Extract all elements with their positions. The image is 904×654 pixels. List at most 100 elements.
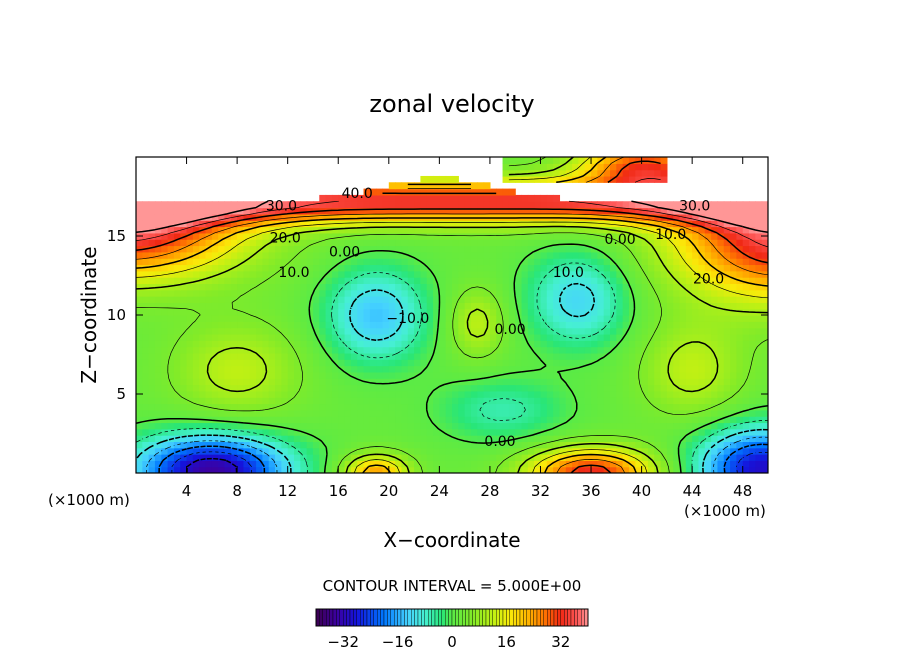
field-cell xyxy=(180,296,188,303)
field-cell xyxy=(357,359,365,367)
field-cell xyxy=(237,251,245,259)
field-cell xyxy=(382,466,390,473)
field-cell xyxy=(452,283,459,291)
field-cell xyxy=(622,466,630,473)
field-cell xyxy=(635,270,643,278)
field-cell xyxy=(666,245,674,253)
field-cell xyxy=(527,289,535,297)
field-cell xyxy=(186,403,194,411)
field-cell xyxy=(540,245,548,253)
field-cell xyxy=(445,371,453,379)
field-cell xyxy=(685,333,693,341)
colorbar-swatch xyxy=(468,608,473,627)
field-cell xyxy=(546,447,554,455)
field-cell xyxy=(673,226,681,234)
field-cell xyxy=(224,296,232,303)
field-cell xyxy=(660,403,668,411)
field-cell xyxy=(237,390,245,398)
field-cell xyxy=(331,397,339,405)
field-cell xyxy=(654,239,662,247)
field-cell xyxy=(136,201,143,209)
field-cell xyxy=(249,365,257,373)
field-cell xyxy=(679,441,687,449)
contour-label: 0.00 xyxy=(605,232,636,248)
field-cell xyxy=(698,277,706,284)
field-cell xyxy=(635,296,643,303)
field-cell xyxy=(692,226,700,234)
field-cell xyxy=(616,460,624,468)
field-cell xyxy=(489,188,497,196)
colorbar-swatch xyxy=(394,608,398,627)
field-cell xyxy=(730,378,737,386)
field-cell xyxy=(666,232,674,240)
field-cell xyxy=(420,428,428,436)
field-cell xyxy=(445,226,453,234)
field-cell xyxy=(142,359,150,367)
field-cell xyxy=(357,403,365,411)
field-cell xyxy=(256,340,263,348)
field-cell xyxy=(477,194,485,202)
field-cell xyxy=(458,201,466,209)
field-cell xyxy=(401,289,409,297)
field-cell xyxy=(331,435,339,442)
field-cell xyxy=(730,428,737,436)
field-cell xyxy=(654,315,662,322)
field-cell xyxy=(136,416,143,424)
field-cell xyxy=(199,308,207,316)
field-cell xyxy=(275,346,282,354)
field-cell xyxy=(622,378,630,386)
field-cell xyxy=(186,239,194,247)
field-cell xyxy=(268,327,276,335)
field-cell xyxy=(268,220,276,228)
field-cell xyxy=(755,245,763,253)
field-cell xyxy=(287,352,295,360)
field-cell xyxy=(742,454,750,461)
field-cell xyxy=(761,428,768,436)
field-cell xyxy=(692,390,700,398)
field-cell xyxy=(572,258,579,266)
field-cell xyxy=(148,365,156,373)
field-cell xyxy=(407,289,415,297)
field-cell xyxy=(483,296,491,303)
field-cell xyxy=(534,390,542,398)
field-cell xyxy=(445,416,453,424)
field-cell xyxy=(660,296,668,303)
field-cell xyxy=(692,346,700,354)
field-cell xyxy=(673,441,681,449)
field-cell xyxy=(711,390,719,398)
field-cell xyxy=(515,321,523,329)
field-cell xyxy=(357,447,365,455)
field-cell xyxy=(382,258,390,266)
field-cell xyxy=(395,441,403,449)
field-cell xyxy=(230,378,238,386)
field-cell xyxy=(173,245,181,253)
field-cell xyxy=(489,428,497,436)
field-cell xyxy=(717,435,725,442)
field-cell xyxy=(445,194,453,202)
field-cell xyxy=(167,321,175,329)
field-cell xyxy=(458,220,466,228)
field-cell xyxy=(338,447,346,455)
field-cell xyxy=(673,258,681,266)
field-cell xyxy=(224,213,232,221)
field-cell xyxy=(350,390,358,398)
field-cell xyxy=(426,175,434,183)
field-cell xyxy=(603,283,611,291)
field-cell xyxy=(546,239,554,247)
field-cell xyxy=(597,175,605,183)
field-cell xyxy=(433,460,440,468)
field-cell xyxy=(414,258,421,266)
field-cell xyxy=(173,321,181,329)
field-cell xyxy=(717,321,725,329)
field-cell xyxy=(616,163,624,171)
field-cell xyxy=(489,359,497,367)
field-cell xyxy=(218,207,226,215)
field-cell xyxy=(357,201,365,209)
field-cell xyxy=(616,416,624,424)
field-cell xyxy=(186,245,194,253)
field-cell xyxy=(647,258,655,266)
field-cell xyxy=(711,454,719,461)
field-cell xyxy=(527,245,535,253)
field-cell xyxy=(401,340,409,348)
field-cell xyxy=(306,378,314,386)
